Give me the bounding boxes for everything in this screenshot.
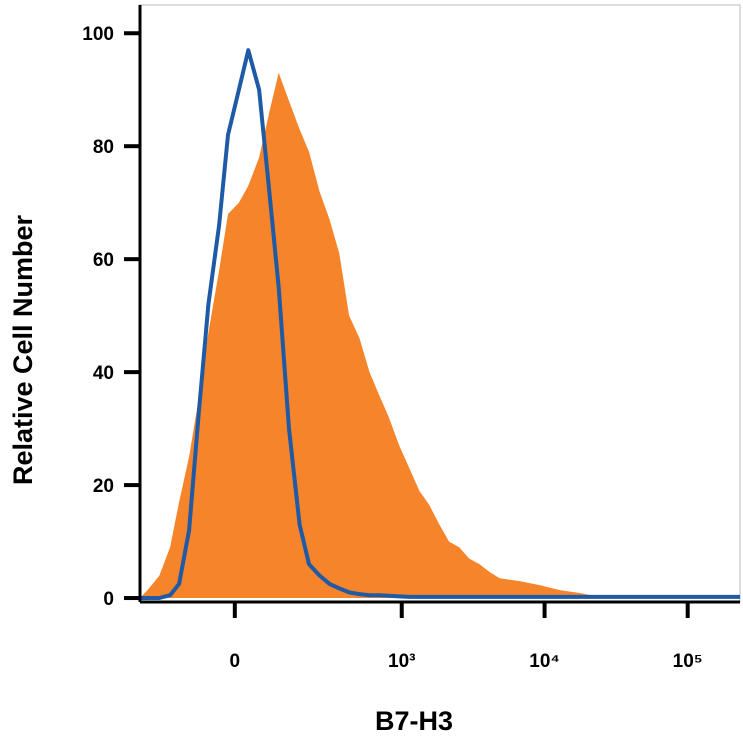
y-tick-label: 0: [103, 589, 114, 610]
y-tick-label: 60: [93, 250, 114, 271]
x-tick-label: 0: [230, 651, 241, 672]
x-tick-label: 10³: [388, 651, 415, 672]
x-tick-label: 10⁵: [673, 651, 703, 672]
x-tick-label: 10⁴: [529, 651, 560, 672]
y-axis-label: Relative Cell Number: [8, 214, 38, 485]
y-tick-label: 80: [93, 137, 114, 158]
y-tick-label: 40: [93, 363, 114, 384]
histogram-line: [140, 48, 740, 600]
histogram-area: [140, 72, 740, 599]
y-tick-label: 20: [93, 476, 114, 497]
plot-area: [140, 48, 740, 600]
x-axis-label: B7-H3: [375, 706, 453, 736]
y-tick-label: 100: [82, 24, 114, 45]
